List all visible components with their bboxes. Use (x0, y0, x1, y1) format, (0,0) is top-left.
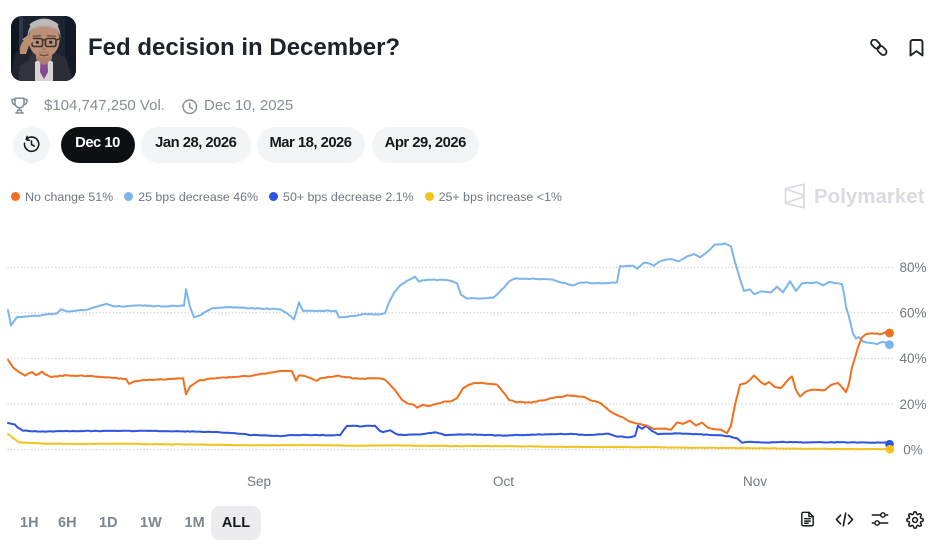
svg-text:20%: 20% (899, 397, 926, 412)
svg-text:80%: 80% (899, 260, 926, 275)
svg-text:40%: 40% (899, 351, 926, 366)
svg-text:Sep: Sep (247, 474, 271, 489)
svg-text:Oct: Oct (493, 474, 514, 489)
svg-text:60%: 60% (899, 306, 926, 321)
svg-text:Nov: Nov (743, 474, 767, 489)
svg-text:0%: 0% (903, 442, 923, 457)
